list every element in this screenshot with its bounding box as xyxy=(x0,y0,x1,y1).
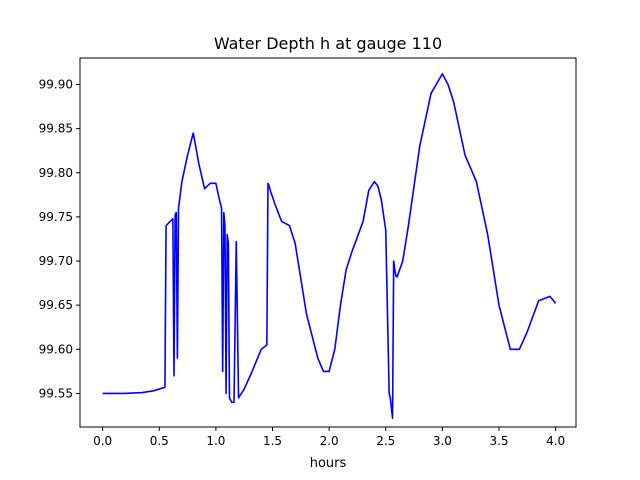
plot-frame xyxy=(79,57,577,428)
y-tick-label: 99.60 xyxy=(39,342,73,356)
x-tick-label: 4.0 xyxy=(546,434,565,448)
y-axis: 99.55 99.60 99.65 99.70 99.75 99.80 99.85 99.90 xyxy=(39,77,80,400)
y-tick-label: 99.75 xyxy=(39,210,73,224)
x-tick-label: 2.5 xyxy=(376,434,395,448)
y-tick-label: 99.90 xyxy=(39,77,73,91)
x-tick-label: 1.5 xyxy=(263,434,282,448)
y-tick-label: 99.70 xyxy=(39,254,73,268)
x-tick-label: 0.5 xyxy=(150,434,169,448)
x-axis: 0.0 0.5 1.0 1.5 2.0 2.5 3.0 3.5 4.0 xyxy=(93,427,565,448)
y-tick-label: 99.80 xyxy=(39,166,73,180)
x-tick-label: 2.0 xyxy=(320,434,339,448)
y-tick-label: 99.65 xyxy=(39,298,73,312)
plot-area xyxy=(102,73,557,419)
x-tick-label: 3.5 xyxy=(489,434,508,448)
y-tick-label: 99.55 xyxy=(39,386,73,400)
x-tick-label: 3.0 xyxy=(433,434,452,448)
x-axis-label: hours xyxy=(310,456,347,471)
x-tick-label: 0.0 xyxy=(93,434,112,448)
series-line xyxy=(102,73,557,419)
series-layer xyxy=(102,73,557,419)
y-tick-label: 99.85 xyxy=(39,122,73,136)
x-tick-label: 1.0 xyxy=(206,434,225,448)
chart-title: Water Depth h at gauge 110 xyxy=(214,34,442,53)
